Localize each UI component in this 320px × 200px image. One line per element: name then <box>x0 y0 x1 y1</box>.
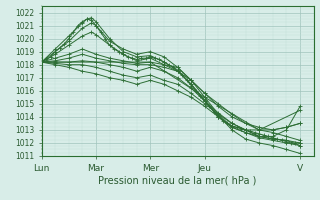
X-axis label: Pression niveau de la mer( hPa ): Pression niveau de la mer( hPa ) <box>99 175 257 185</box>
